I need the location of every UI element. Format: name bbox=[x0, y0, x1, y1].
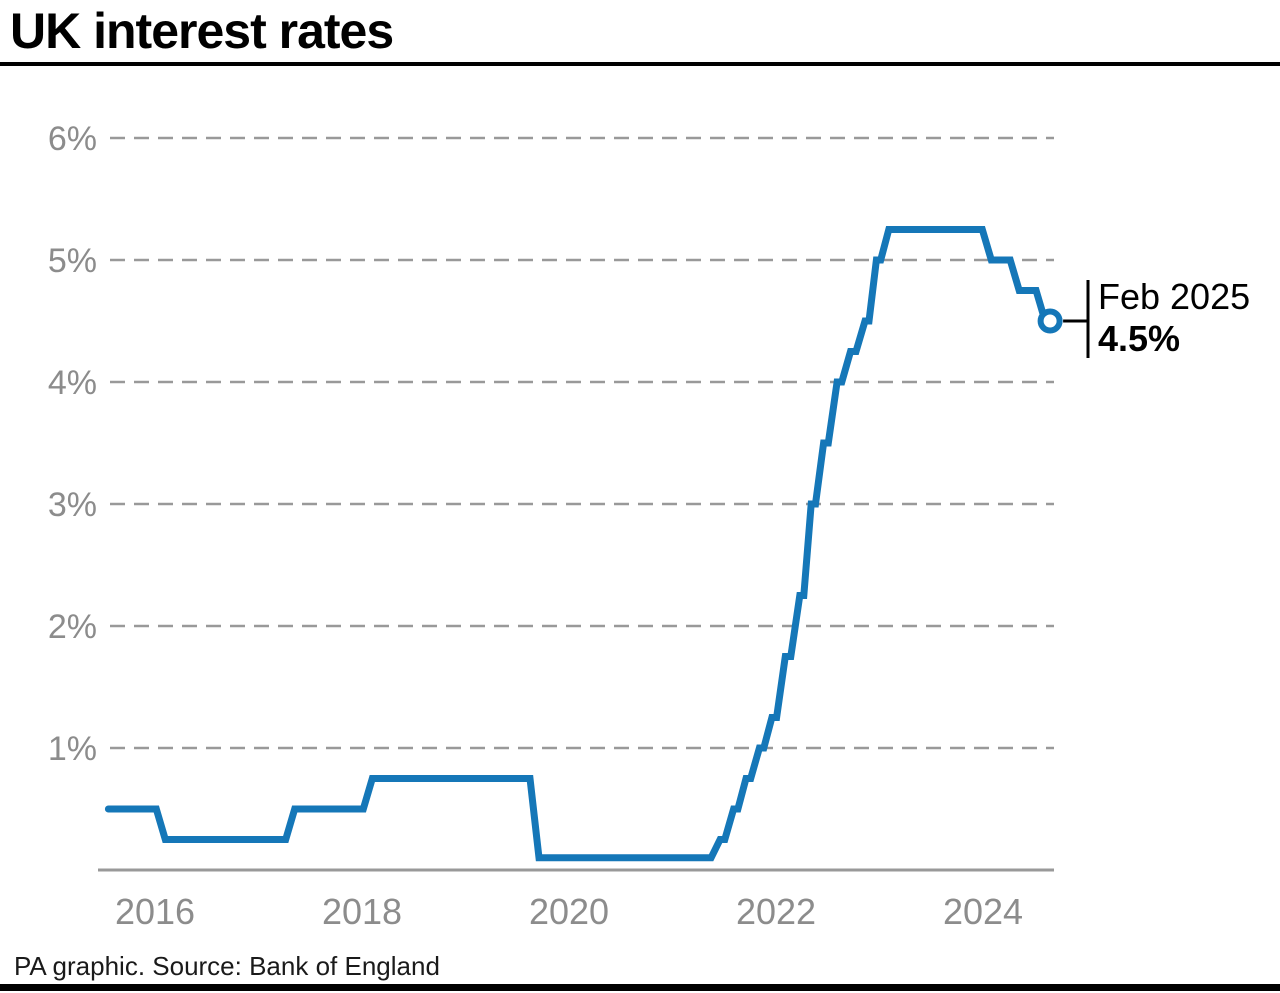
end-annotation: Feb 2025 4.5% bbox=[1098, 276, 1250, 360]
x-tick-label: 2024 bbox=[943, 891, 1023, 932]
source-note: PA graphic. Source: Bank of England bbox=[14, 951, 440, 981]
y-tick-label: 2% bbox=[48, 608, 97, 646]
y-tick-label: 3% bbox=[48, 486, 97, 524]
x-tick-label: 2020 bbox=[529, 891, 609, 932]
title-rule bbox=[0, 62, 1280, 66]
bottom-rule bbox=[0, 984, 1280, 991]
y-tick-label: 4% bbox=[48, 364, 97, 402]
y-tick-label: 5% bbox=[48, 242, 97, 280]
annotation-date: Feb 2025 bbox=[1098, 276, 1251, 317]
x-tick-label: 2022 bbox=[736, 891, 816, 932]
x-tick-label: 2018 bbox=[322, 891, 402, 932]
y-tick-label: 6% bbox=[48, 120, 97, 158]
annotation-value: 4.5% bbox=[1098, 318, 1181, 359]
y-tick-label: 1% bbox=[48, 730, 97, 768]
page-title: UK interest rates bbox=[10, 3, 394, 59]
x-tick-label: 2016 bbox=[115, 891, 195, 932]
rate-line bbox=[104, 226, 1049, 862]
end-marker bbox=[1037, 308, 1063, 334]
